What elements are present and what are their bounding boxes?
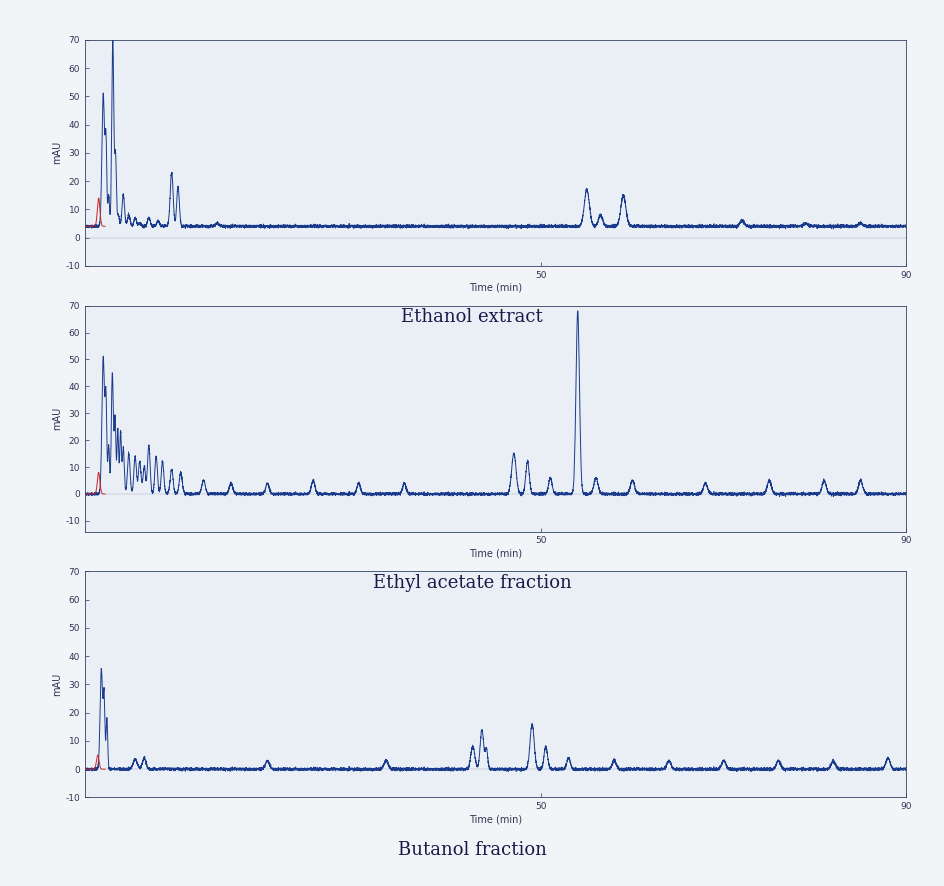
Text: Butanol fraction: Butanol fraction [397, 842, 547, 859]
X-axis label: Time (min): Time (min) [469, 548, 522, 558]
Y-axis label: mAU: mAU [53, 672, 62, 696]
Text: Ethanol extract: Ethanol extract [401, 308, 543, 326]
X-axis label: Time (min): Time (min) [469, 283, 522, 292]
Y-axis label: mAU: mAU [53, 141, 62, 165]
Text: Ethyl acetate fraction: Ethyl acetate fraction [373, 574, 571, 592]
Y-axis label: mAU: mAU [53, 407, 62, 431]
X-axis label: Time (min): Time (min) [469, 814, 522, 824]
